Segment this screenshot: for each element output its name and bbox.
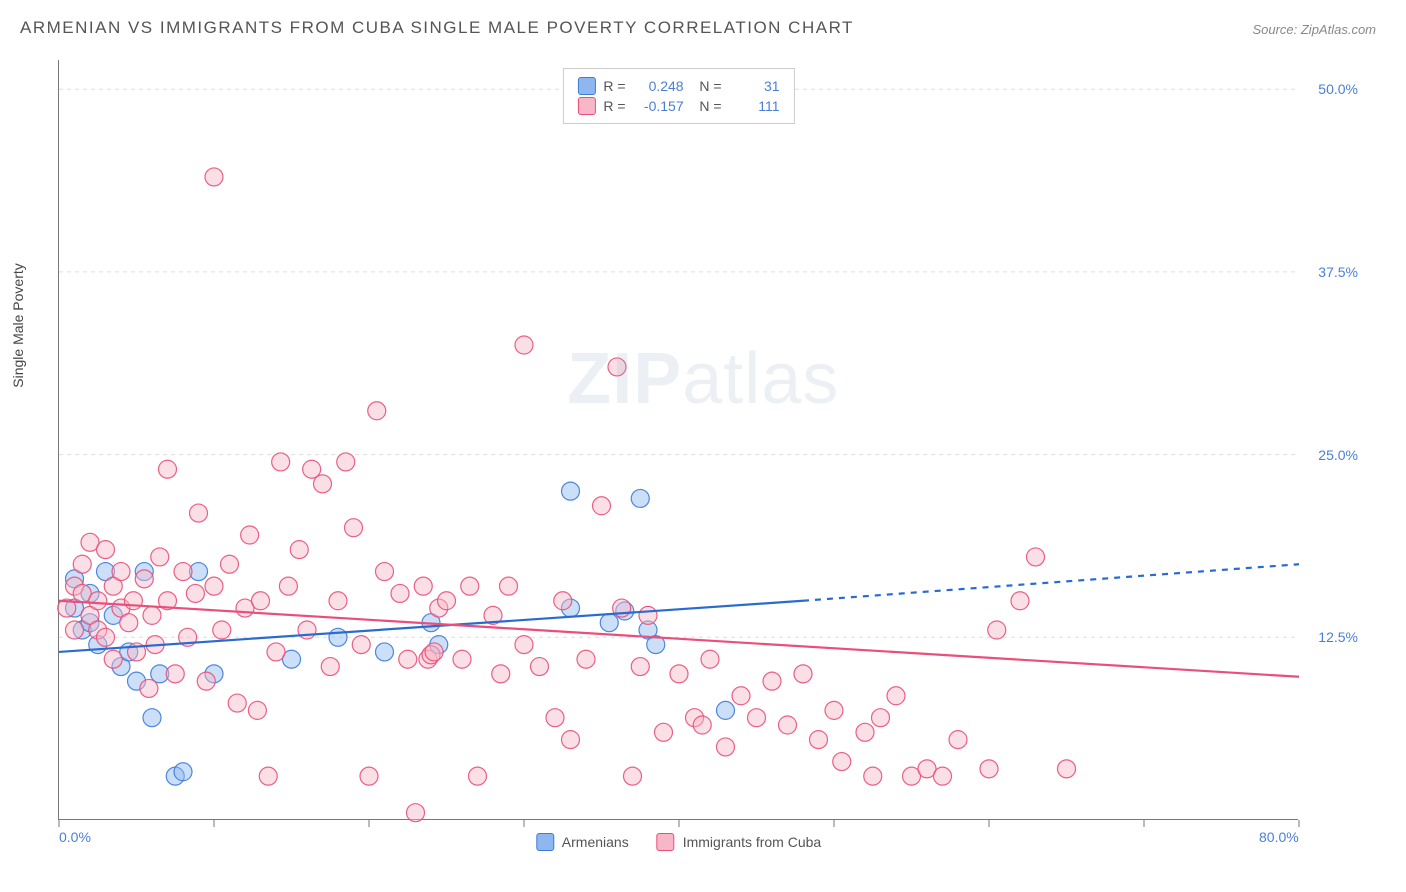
- y-tick-label: 50.0%: [1318, 81, 1358, 97]
- stat-label: R =: [603, 98, 625, 114]
- regression-layer: [59, 60, 1298, 819]
- chart-container: Single Male Poverty ZIPatlas R = 0.248 N…: [48, 60, 1358, 840]
- legend-item-cuba: Immigrants from Cuba: [657, 833, 821, 851]
- x-tick-label: 80.0%: [1259, 829, 1299, 845]
- legend-bottom: Armenians Immigrants from Cuba: [536, 833, 821, 851]
- stat-r-value: -0.157: [634, 98, 684, 114]
- y-tick-label: 25.0%: [1318, 447, 1358, 463]
- y-tick-label: 37.5%: [1318, 264, 1358, 280]
- stat-label: N =: [692, 98, 722, 114]
- y-tick-label: 12.5%: [1318, 629, 1358, 645]
- swatch-icon: [577, 97, 595, 115]
- legend-label: Armenians: [562, 834, 629, 850]
- stats-row-cuba: R = -0.157 N = 111: [577, 97, 779, 115]
- stats-legend-box: R = 0.248 N = 31 R = -0.157 N = 111: [562, 68, 794, 124]
- swatch-icon: [657, 833, 675, 851]
- stat-n-value: 111: [730, 98, 780, 114]
- y-axis-label: Single Male Poverty: [10, 263, 26, 388]
- chart-title: ARMENIAN VS IMMIGRANTS FROM CUBA SINGLE …: [20, 18, 854, 38]
- plot-area: ZIPatlas R = 0.248 N = 31 R = -0.157 N =…: [58, 60, 1298, 820]
- stat-label: N =: [692, 78, 722, 94]
- legend-item-armenians: Armenians: [536, 833, 629, 851]
- source-label: Source: ZipAtlas.com: [1252, 22, 1376, 37]
- x-tick-label: 0.0%: [59, 829, 91, 845]
- legend-label: Immigrants from Cuba: [683, 834, 821, 850]
- stats-row-armenians: R = 0.248 N = 31: [577, 77, 779, 95]
- stat-r-value: 0.248: [634, 78, 684, 94]
- stat-label: R =: [603, 78, 625, 94]
- swatch-icon: [577, 77, 595, 95]
- swatch-icon: [536, 833, 554, 851]
- stat-n-value: 31: [730, 78, 780, 94]
